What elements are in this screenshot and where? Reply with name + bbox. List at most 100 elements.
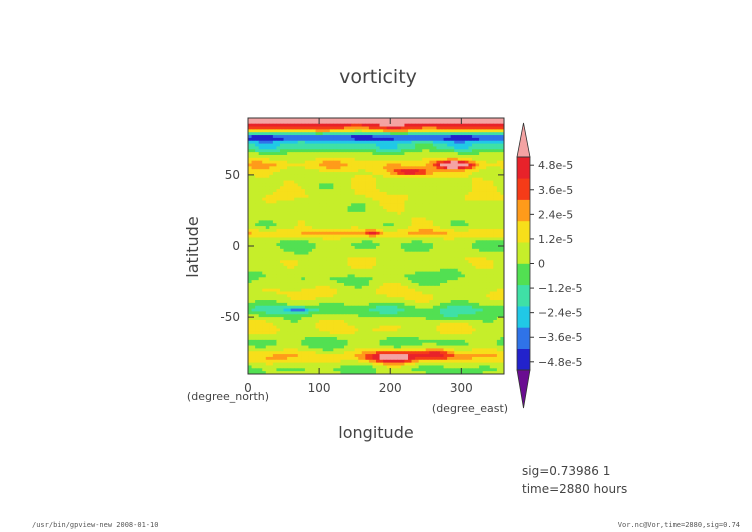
heatmap-cell xyxy=(283,285,288,290)
heatmap-cell xyxy=(283,132,288,136)
heatmap-cell xyxy=(308,248,313,253)
heatmap-cell xyxy=(450,169,455,173)
heatmap-cell xyxy=(411,265,416,270)
heatmap-cell xyxy=(372,186,377,190)
heatmap-cell xyxy=(415,246,420,250)
heatmap-cell xyxy=(404,217,409,221)
heatmap-cell xyxy=(376,251,380,255)
heatmap-cell xyxy=(333,132,338,136)
heatmap-cell xyxy=(340,203,345,207)
heatmap-cell xyxy=(319,189,324,193)
heatmap-cell xyxy=(262,280,267,284)
heatmap-cell xyxy=(468,282,473,287)
heatmap-cell xyxy=(386,118,391,122)
heatmap-cell xyxy=(443,169,448,173)
heatmap-cell xyxy=(472,243,476,247)
heatmap-cell xyxy=(400,248,405,253)
heatmap-cell xyxy=(482,300,487,304)
heatmap-cell xyxy=(475,260,480,264)
heatmap-cell xyxy=(319,302,324,307)
heatmap-cell xyxy=(336,231,341,236)
heatmap-cell xyxy=(440,308,444,312)
heatmap-cell xyxy=(482,226,487,230)
heatmap-cell xyxy=(265,126,270,130)
heatmap-cell xyxy=(461,277,466,281)
heatmap-cell xyxy=(333,294,338,298)
heatmap-cell xyxy=(432,169,437,173)
heatmap-cell xyxy=(489,240,494,244)
heatmap-cell xyxy=(312,311,316,315)
heatmap-cell xyxy=(472,206,476,210)
heatmap-cell xyxy=(280,197,284,201)
heatmap-cell xyxy=(258,263,263,267)
heatmap-cell xyxy=(418,177,423,181)
heatmap-cell xyxy=(347,143,352,147)
heatmap-cell xyxy=(422,234,427,238)
heatmap-cell xyxy=(496,191,501,196)
heatmap-cell xyxy=(500,206,504,210)
heatmap-cell xyxy=(429,206,434,210)
heatmap-cell xyxy=(454,282,459,287)
heatmap-cell xyxy=(290,180,295,184)
heatmap-cell xyxy=(457,246,462,250)
heatmap-cell xyxy=(379,123,384,127)
heatmap-cell xyxy=(255,305,260,309)
heatmap-cell xyxy=(312,228,316,233)
heatmap-cell xyxy=(319,305,324,309)
heatmap-cell xyxy=(383,143,388,147)
heatmap-cell xyxy=(383,248,388,253)
heatmap-cell xyxy=(280,260,284,264)
heatmap-cell xyxy=(312,209,316,213)
heatmap-cell xyxy=(464,297,469,301)
heatmap-cell xyxy=(301,126,306,130)
heatmap-cell xyxy=(461,209,466,213)
heatmap-cell xyxy=(347,163,352,167)
heatmap-cell xyxy=(269,297,274,301)
heatmap-cell xyxy=(308,251,313,255)
heatmap-cell xyxy=(251,177,256,181)
heatmap-cell xyxy=(262,311,267,315)
heatmap-cell xyxy=(308,200,313,204)
heatmap-cell xyxy=(276,305,281,309)
heatmap-cell xyxy=(386,254,391,258)
heatmap-cell xyxy=(479,302,484,307)
heatmap-cell xyxy=(408,149,412,153)
heatmap-cell xyxy=(340,146,345,150)
heatmap-cell xyxy=(361,260,366,264)
heatmap-cell xyxy=(479,183,484,187)
heatmap-cell xyxy=(461,152,466,156)
heatmap-cell xyxy=(383,226,388,230)
heatmap-cell xyxy=(443,200,448,204)
heatmap-cell xyxy=(383,288,388,292)
heatmap-cell xyxy=(443,191,448,196)
heatmap-cell xyxy=(457,254,462,258)
heatmap-cell xyxy=(443,166,448,170)
heatmap-cell xyxy=(479,265,484,270)
heatmap-cell xyxy=(287,206,292,210)
heatmap-cell xyxy=(440,277,444,281)
heatmap-cell xyxy=(379,311,384,315)
heatmap-cell xyxy=(287,197,292,201)
heatmap-cell xyxy=(440,260,444,264)
heatmap-cell xyxy=(397,246,402,250)
heatmap-cell xyxy=(319,197,324,201)
heatmap-cell xyxy=(425,228,430,233)
heatmap-cell xyxy=(347,135,352,139)
heatmap-cell xyxy=(326,211,331,216)
heatmap-cell xyxy=(276,132,281,136)
heatmap-cell xyxy=(365,174,370,179)
heatmap-cell xyxy=(436,300,441,304)
heatmap-cell xyxy=(479,277,484,281)
heatmap-cell xyxy=(383,260,388,264)
heatmap-cell xyxy=(326,169,331,173)
heatmap-cell xyxy=(290,135,295,139)
heatmap-cell xyxy=(475,311,480,315)
heatmap-cell xyxy=(315,263,320,267)
heatmap-cell xyxy=(464,231,469,236)
heatmap-cell xyxy=(322,251,327,255)
heatmap-cell xyxy=(248,180,252,184)
heatmap-cell xyxy=(258,206,263,210)
heatmap-cell xyxy=(351,143,356,147)
heatmap-cell xyxy=(425,157,430,162)
heatmap-cell xyxy=(329,143,334,147)
